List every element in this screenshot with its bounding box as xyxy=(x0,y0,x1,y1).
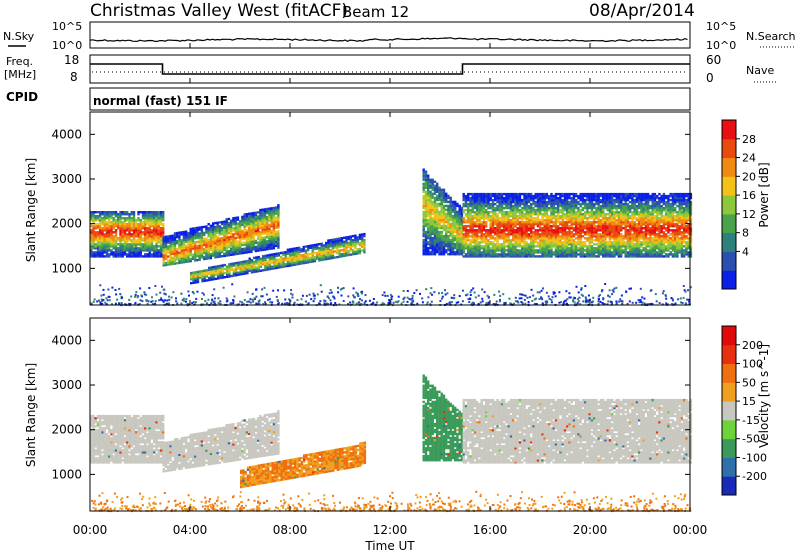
power-colorbar-tick-label: 24 xyxy=(742,152,756,165)
power-colorbar-swatch xyxy=(722,176,736,196)
velocity-colorbar-tick-label: -15 xyxy=(742,414,760,427)
velocity-colorbar-label: Velocity [m s^-1] xyxy=(757,344,771,448)
plot-title: Christmas Valley West (fitACF) xyxy=(90,1,348,21)
beam-label: Beam 12 xyxy=(342,3,409,21)
power-panel: 1000 2000 3000 4000 Slant Range [km] 28 24 20… xyxy=(24,111,771,307)
velocity-ytick-label: 4000 xyxy=(51,333,82,347)
power-colorbar-swatch xyxy=(722,157,736,177)
freq-label: Freq. xyxy=(6,55,33,68)
power-colorbar-tick-label: 28 xyxy=(742,133,756,146)
velocity-colorbar-tick-label: 15 xyxy=(742,395,756,408)
freq-unit-label: [MHz] xyxy=(4,68,36,81)
x-tick-label: 16:00 xyxy=(473,523,508,537)
power-colorbar-tick-label: 12 xyxy=(742,208,756,221)
velocity-colorbar-swatch xyxy=(722,457,736,477)
power-data-layer xyxy=(90,168,693,307)
power-ytick-label: 2000 xyxy=(51,217,82,231)
power-colorbar-swatch xyxy=(722,213,736,234)
velocity-panel: 1000 2000 3000 4000 Slant Range [km] 200 100… xyxy=(24,317,771,513)
power-colorbar-swatch xyxy=(722,251,736,271)
velocity-data-layer xyxy=(90,374,693,513)
cpid-mode: normal (fast) 151 IF xyxy=(93,94,228,108)
velocity-ylabel: Slant Range [km] xyxy=(24,363,38,467)
freq-tick-top: 18 xyxy=(64,53,79,67)
power-colorbar-swatch xyxy=(722,270,736,290)
velocity-noise xyxy=(91,490,692,513)
velocity-colorbar-swatch xyxy=(722,363,736,383)
noise-panel: N.Sky 10^5 10^0 10^5 10^0 N.Search xyxy=(3,20,796,52)
power-region xyxy=(190,232,366,285)
power-colorbar: 28 24 20 16 12 8 4 xyxy=(721,119,756,290)
power-region xyxy=(90,211,165,258)
velocity-ytick-label: 1000 xyxy=(51,467,82,481)
velocity-region xyxy=(462,398,693,464)
noise-sky-line xyxy=(89,37,688,43)
power-colorbar-swatch xyxy=(722,120,736,140)
power-ylabel: Slant Range [km] xyxy=(24,158,38,262)
nave-label: Nave xyxy=(746,64,774,77)
velocity-colorbar-swatch xyxy=(722,326,736,346)
velocity-region xyxy=(90,414,165,464)
x-tick-label: 00:00 xyxy=(73,523,108,537)
x-tick-label: 12:00 xyxy=(373,523,408,537)
power-region xyxy=(422,168,464,256)
velocity-ytick-label: 3000 xyxy=(51,378,82,392)
x-tick-label: 20:00 xyxy=(573,523,608,537)
power-colorbar-swatch xyxy=(722,232,736,252)
velocity-colorbar-swatch xyxy=(722,344,736,365)
cpid-box xyxy=(89,87,691,111)
x-axis-label: Time UT xyxy=(364,539,415,553)
power-colorbar-frame xyxy=(721,119,737,290)
noise-left-tick-bottom: 10^0 xyxy=(52,39,82,52)
noise-right-tick-bottom: 10^0 xyxy=(706,39,736,52)
power-region xyxy=(462,192,693,258)
cpid-label: CPID xyxy=(6,90,38,104)
velocity-colorbar-tick-label: -100 xyxy=(742,451,767,464)
frequency-line xyxy=(90,63,690,75)
nave-tick-bottom: 0 xyxy=(706,71,714,85)
velocity-colorbar-swatch xyxy=(722,438,736,458)
x-tick-label: 04:00 xyxy=(173,523,208,537)
x-tick-label: 08:00 xyxy=(273,523,308,537)
nave-tick-top: 60 xyxy=(706,53,721,67)
velocity-colorbar-tick-label: 200 xyxy=(742,339,763,352)
velocity-colorbar-tick-label: -200 xyxy=(742,470,767,483)
power-colorbar-tick-label: 16 xyxy=(742,189,756,202)
power-ytick-label: 3000 xyxy=(51,172,82,186)
power-colorbar-tick-label: 4 xyxy=(742,245,749,258)
velocity-ytick-label: 2000 xyxy=(51,423,82,437)
velocity-colorbar-swatch xyxy=(722,419,736,440)
frequency-panel: Freq. [MHz] 18 8 60 0 Nave xyxy=(4,53,778,85)
noise-search-label: N.Search xyxy=(746,30,796,43)
power-colorbar-tick-label: 20 xyxy=(742,170,756,183)
power-colorbar-tick-label: 8 xyxy=(742,227,749,240)
velocity-region xyxy=(422,374,464,462)
velocity-colorbar-swatch xyxy=(722,476,736,496)
noise-right-tick-top: 10^5 xyxy=(706,20,736,33)
time-axis: 00:00 04:00 08:00 12:00 16:00 20:00 00:00 xyxy=(73,43,708,537)
velocity-colorbar-swatch xyxy=(722,401,736,421)
velocity-colorbar-tick-label: -50 xyxy=(742,433,760,446)
noise-sky-label: N.Sky xyxy=(3,30,35,43)
velocity-region xyxy=(162,410,280,473)
power-colorbar-label: Power [dB] xyxy=(757,162,771,227)
power-colorbar-swatch xyxy=(722,138,736,159)
noise-left-tick-top: 10^5 xyxy=(52,20,82,33)
velocity-region xyxy=(240,441,367,489)
power-ytick-label: 1000 xyxy=(51,261,82,275)
velocity-colorbar: 200 100 50 15 -15 -50 -100 -200 xyxy=(721,325,767,496)
date-label: 08/Apr/2014 xyxy=(589,1,695,21)
power-ytick-label: 4000 xyxy=(51,127,82,141)
freq-tick-bottom: 8 xyxy=(70,70,78,84)
velocity-colorbar-tick-label: 50 xyxy=(742,376,756,389)
velocity-colorbar-swatch xyxy=(722,382,736,402)
power-noise xyxy=(90,283,692,307)
power-colorbar-swatch xyxy=(722,195,736,215)
x-tick-label: 00:00 xyxy=(673,523,708,537)
velocity-colorbar-frame xyxy=(721,325,737,496)
velocity-colorbar-tick-label: 100 xyxy=(742,358,763,371)
power-region xyxy=(162,204,280,267)
